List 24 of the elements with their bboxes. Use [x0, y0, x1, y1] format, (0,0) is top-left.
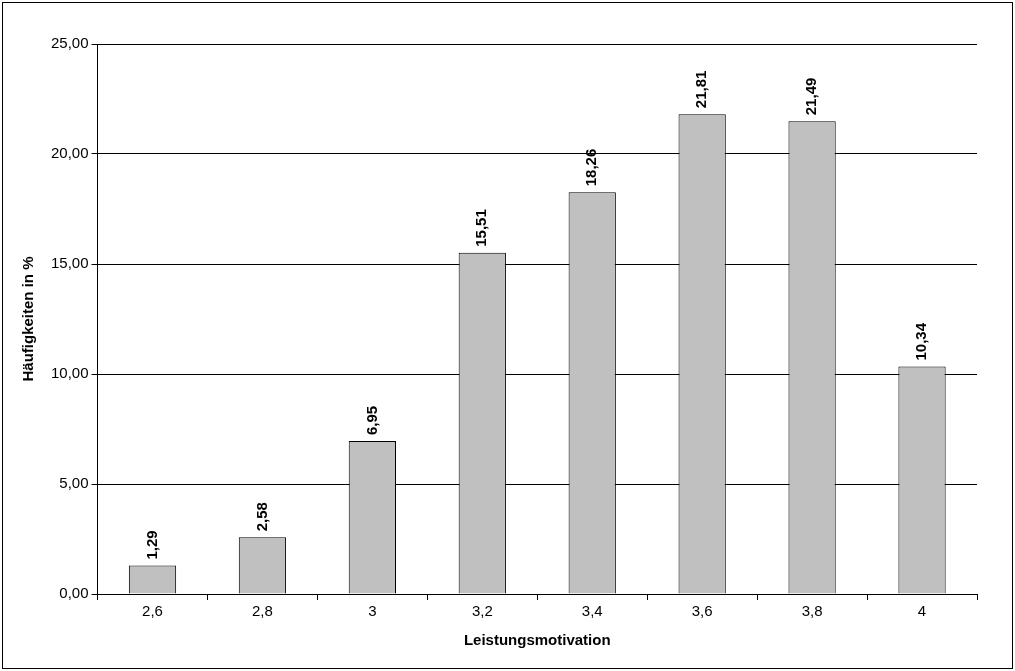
x-tick-label: 2,8 — [252, 602, 273, 620]
x-tick-label: 4 — [917, 602, 927, 620]
x-axis-title: Leistungsmotivation — [463, 631, 611, 649]
data-label: 18,26 — [582, 148, 600, 187]
y-tick-label: 10,00 — [50, 364, 89, 382]
y-tick-label: 0,00 — [59, 584, 89, 602]
y-tick-label: 5,00 — [59, 474, 89, 492]
data-label: 15,51 — [472, 209, 490, 247]
data-label: 2,58 — [252, 502, 270, 532]
x-tick-label: 3 — [368, 602, 377, 620]
data-label: 6,95 — [362, 405, 380, 436]
y-axis-title: Häufigkeiten in % — [19, 256, 37, 382]
y-tick-label: 25,00 — [50, 34, 89, 52]
y-tick-label: 20,00 — [50, 144, 89, 162]
data-label: 21,49 — [802, 77, 820, 116]
x-tick-label: 3,2 — [471, 602, 493, 620]
x-tick-label: 3,8 — [801, 602, 823, 620]
data-label: 10,34 — [912, 322, 930, 361]
data-label: 21,81 — [692, 70, 710, 109]
x-tick-label: 3,4 — [581, 602, 603, 620]
data-label: 1,29 — [142, 530, 160, 560]
x-tick-label: 2,6 — [142, 602, 163, 620]
x-tick-label: 3,6 — [691, 602, 713, 620]
y-tick-label: 15,00 — [50, 254, 89, 272]
